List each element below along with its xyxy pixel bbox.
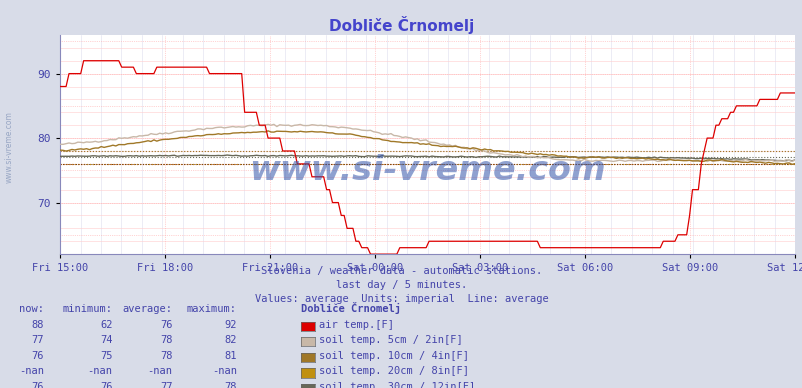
Text: 62: 62 (99, 320, 112, 330)
Text: -nan: -nan (87, 366, 112, 376)
Text: 88: 88 (31, 320, 44, 330)
Text: 76: 76 (31, 382, 44, 388)
Text: 74: 74 (99, 335, 112, 345)
Text: soil temp. 20cm / 8in[F]: soil temp. 20cm / 8in[F] (318, 366, 468, 376)
Text: 92: 92 (224, 320, 237, 330)
Text: soil temp. 10cm / 4in[F]: soil temp. 10cm / 4in[F] (318, 351, 468, 361)
Text: www.si-vreme.com: www.si-vreme.com (5, 111, 14, 184)
Text: 75: 75 (99, 351, 112, 361)
Text: www.si-vreme.com: www.si-vreme.com (249, 154, 606, 187)
Text: 78: 78 (160, 335, 172, 345)
Text: average:: average: (123, 304, 172, 314)
Text: 82: 82 (224, 335, 237, 345)
Text: -nan: -nan (212, 366, 237, 376)
Text: 77: 77 (31, 335, 44, 345)
Text: soil temp. 5cm / 2in[F]: soil temp. 5cm / 2in[F] (318, 335, 462, 345)
Text: 76: 76 (160, 320, 172, 330)
Text: 78: 78 (224, 382, 237, 388)
Text: 77: 77 (160, 382, 172, 388)
Text: now:: now: (19, 304, 44, 314)
Text: 76: 76 (99, 382, 112, 388)
Text: Dobliče Črnomelj: Dobliče Črnomelj (301, 302, 401, 314)
Text: 78: 78 (160, 351, 172, 361)
Text: maximum:: maximum: (187, 304, 237, 314)
Text: 76: 76 (31, 351, 44, 361)
Text: 81: 81 (224, 351, 237, 361)
Text: Dobliče Črnomelj: Dobliče Črnomelj (329, 16, 473, 34)
Text: -nan: -nan (148, 366, 172, 376)
Text: Slovenia / weather data - automatic stations.: Slovenia / weather data - automatic stat… (261, 266, 541, 276)
Text: air temp.[F]: air temp.[F] (318, 320, 393, 330)
Text: -nan: -nan (19, 366, 44, 376)
Text: soil temp. 30cm / 12in[F]: soil temp. 30cm / 12in[F] (318, 382, 475, 388)
Text: last day / 5 minutes.: last day / 5 minutes. (335, 280, 467, 290)
Text: minimum:: minimum: (63, 304, 112, 314)
Text: Values: average  Units: imperial  Line: average: Values: average Units: imperial Line: av… (254, 294, 548, 305)
